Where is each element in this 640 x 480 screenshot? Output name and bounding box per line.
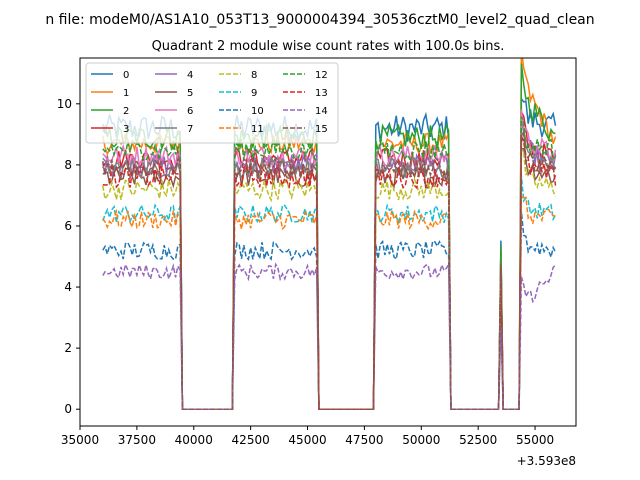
legend-label-15: 15 <box>315 124 328 135</box>
legend-label-8: 8 <box>251 70 257 81</box>
series-line-11 <box>102 195 556 410</box>
chart-title: Quadrant 2 module wise count rates with … <box>152 39 505 54</box>
plot-area <box>102 58 557 410</box>
legend-label-0: 0 <box>123 70 129 81</box>
series-line-14 <box>102 261 556 410</box>
legend-label-4: 4 <box>187 70 193 81</box>
y-tick-label: 2 <box>64 341 72 355</box>
series-line-15 <box>102 131 557 410</box>
series-line-9 <box>102 176 557 410</box>
y-tick-label: 8 <box>64 158 72 172</box>
x-tick-label: 40000 <box>175 433 213 447</box>
legend-label-5: 5 <box>187 88 193 99</box>
series-line-6 <box>102 109 557 410</box>
y-tick-label: 0 <box>64 402 72 416</box>
y-tick-label: 4 <box>64 280 72 294</box>
series-line-8 <box>102 148 557 410</box>
legend-label-2: 2 <box>123 106 129 117</box>
legend-label-7: 7 <box>187 124 193 135</box>
legend-label-12: 12 <box>315 70 328 81</box>
series-line-4 <box>102 118 557 410</box>
legend-label-14: 14 <box>315 106 328 117</box>
x-tick-label: 45000 <box>288 433 326 447</box>
legend-label-1: 1 <box>123 88 129 99</box>
plot-frame <box>79 57 577 427</box>
legend-label-13: 13 <box>315 88 328 99</box>
legend-box <box>85 62 339 144</box>
y-axis: 0 2 4 6 8 10 <box>57 97 80 416</box>
chart-suptitle: n file: modeM0/AS1A10_053T13_9000004394_… <box>45 12 594 28</box>
y-tick-label: 6 <box>64 219 72 233</box>
legend-label-9: 9 <box>251 88 257 99</box>
x-tick-label: 50000 <box>402 433 440 447</box>
x-tick-label: 55000 <box>516 433 554 447</box>
legend-label-6: 6 <box>187 106 193 117</box>
x-tick-label: 47500 <box>345 433 383 447</box>
legend-label-3: 3 <box>123 124 129 135</box>
x-offset-label: +3.593e8 <box>517 454 576 468</box>
x-tick-label: 35000 <box>61 433 99 447</box>
x-tick-label: 52500 <box>459 433 497 447</box>
x-tick-label: 37500 <box>118 433 156 447</box>
y-tick-label: 10 <box>57 97 72 111</box>
x-axis: 35000 37500 40000 42500 45000 47500 50000 52500… <box>61 426 554 447</box>
x-tick-label: 42500 <box>232 433 270 447</box>
legend-label-10: 10 <box>251 106 264 117</box>
legend-label-11: 11 <box>251 124 264 135</box>
series-line-10 <box>102 211 557 410</box>
series-line-7 <box>102 133 557 410</box>
